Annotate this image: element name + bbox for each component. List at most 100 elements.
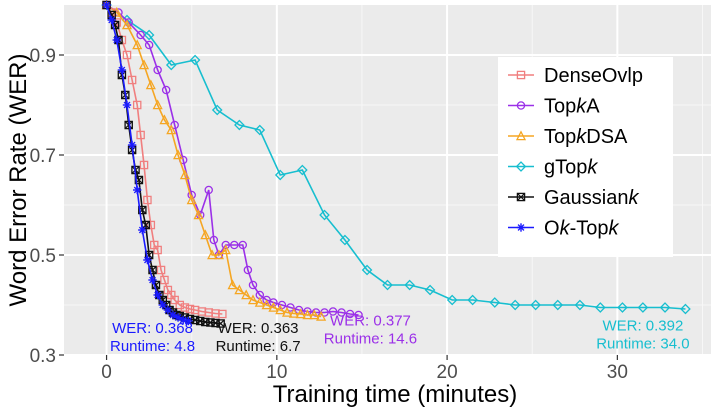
data-point xyxy=(180,303,190,312)
data-point xyxy=(274,169,286,181)
data-point xyxy=(209,235,219,245)
circle-marker xyxy=(269,298,278,307)
square-marker xyxy=(516,70,526,80)
circle-marker xyxy=(243,265,253,275)
triangle-marker xyxy=(166,124,177,135)
diamond-marker xyxy=(659,302,671,313)
data-point xyxy=(220,244,231,255)
data-point xyxy=(319,209,330,221)
triangle-marker xyxy=(138,59,150,70)
data-point xyxy=(156,265,166,275)
triangle-marker xyxy=(145,79,156,90)
legend-item: gTopk xyxy=(508,157,598,179)
square-marker xyxy=(132,100,142,110)
triangle-marker xyxy=(316,310,327,321)
data-point xyxy=(159,114,170,125)
data-point xyxy=(489,297,501,308)
data-point xyxy=(328,307,338,316)
diamond-marker xyxy=(361,264,373,276)
data-point xyxy=(175,300,185,310)
data-point xyxy=(241,289,252,300)
data-point xyxy=(574,299,586,311)
cross-stroke xyxy=(516,192,526,202)
data-point xyxy=(160,275,169,285)
asterisk-stroke xyxy=(133,186,141,194)
data-point xyxy=(143,29,155,41)
y-tick-label: 0.3 xyxy=(30,346,56,367)
data-point xyxy=(361,264,373,276)
diamond-marker xyxy=(574,299,586,311)
data-point xyxy=(234,119,245,131)
data-point xyxy=(213,249,225,260)
diamond-marker xyxy=(211,104,223,116)
triangle-marker xyxy=(207,249,218,260)
asterisk-stroke xyxy=(517,224,525,231)
asterisk-stroke xyxy=(149,276,156,284)
diamond-marker xyxy=(339,234,351,246)
data-point xyxy=(112,35,121,45)
data-point xyxy=(309,309,320,320)
x-tick-label: 10 xyxy=(266,362,287,383)
square-marker xyxy=(175,300,185,310)
data-point xyxy=(261,299,272,310)
triangle-marker xyxy=(159,114,170,125)
square-marker xyxy=(218,309,227,319)
data-point xyxy=(302,309,313,320)
square-marker xyxy=(110,20,120,30)
data-point xyxy=(178,315,188,325)
x-tick-label: 0 xyxy=(101,362,112,383)
triangle-marker xyxy=(247,294,259,305)
data-point xyxy=(146,220,156,230)
data-point xyxy=(161,85,171,95)
y-tick-label: 0.9 xyxy=(30,46,56,67)
asterisk-stroke xyxy=(164,306,172,314)
diamond-marker xyxy=(297,164,308,176)
legend-item: Gaussiank xyxy=(508,187,640,209)
data-point xyxy=(163,305,173,315)
data-point xyxy=(227,279,238,290)
circle-marker xyxy=(144,40,154,50)
circle-marker xyxy=(136,30,145,40)
data-point xyxy=(173,149,184,160)
legend-item: Ok-Topk xyxy=(508,218,619,240)
triangle-marker xyxy=(173,149,184,160)
square-marker xyxy=(185,304,195,314)
cross-stroke xyxy=(151,280,160,290)
data-point xyxy=(186,194,197,205)
square-marker xyxy=(127,75,137,85)
legend-label: TopkDSA xyxy=(544,126,628,148)
cross-stroke xyxy=(111,20,120,30)
square-marker xyxy=(156,265,166,275)
diamond-marker xyxy=(467,294,478,306)
data-point xyxy=(132,39,143,50)
asterisk-stroke xyxy=(123,101,131,109)
data-point xyxy=(446,294,458,306)
legend-marker xyxy=(516,101,526,110)
data-point xyxy=(153,290,162,300)
legend-item: DenseOvlp xyxy=(508,65,643,87)
square-marker xyxy=(148,265,157,275)
data-point xyxy=(354,310,363,320)
annotation-runtime: Runtime: 6.7 xyxy=(216,338,301,355)
legend-item: TopkDSA xyxy=(508,126,628,148)
diamond-marker xyxy=(234,119,245,131)
legend-label: DenseOvlp xyxy=(544,65,643,87)
triangle-marker xyxy=(213,249,225,260)
data-point xyxy=(143,255,152,265)
diamond-marker xyxy=(489,297,501,308)
triangle-marker xyxy=(121,19,133,30)
circle-marker xyxy=(230,240,239,250)
data-point xyxy=(238,240,248,250)
square-marker xyxy=(170,295,179,305)
triangle-marker xyxy=(234,284,245,295)
data-point xyxy=(337,308,346,317)
square-marker xyxy=(160,275,169,285)
annotation-wer: WER: 0.363 xyxy=(218,320,299,337)
data-point xyxy=(221,240,230,250)
triangle-marker xyxy=(132,39,143,50)
triangle-marker xyxy=(241,289,252,300)
legend-marker xyxy=(516,70,526,80)
